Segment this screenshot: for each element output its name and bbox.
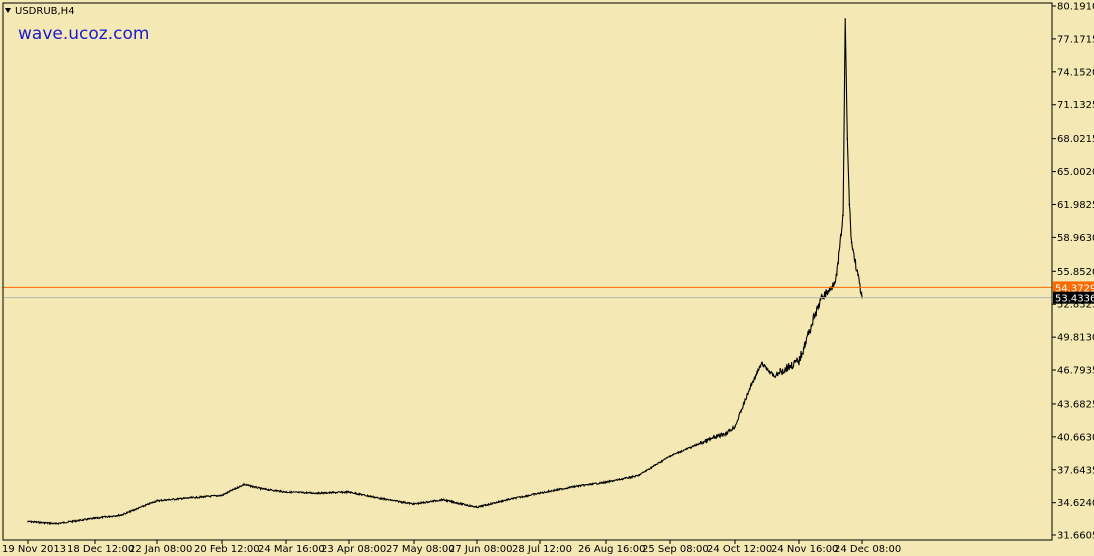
price-point: [773, 375, 775, 378]
x-tick-label: 22 Jan 08:00: [129, 544, 192, 555]
price-point: [848, 203, 851, 206]
ask-price-label: 54.3729: [1055, 283, 1094, 294]
price-point: [844, 18, 846, 20]
price-point: [27, 520, 29, 523]
price-point: [441, 498, 444, 501]
y-tick-label: 37.6435: [1057, 465, 1094, 476]
price-point: [785, 367, 788, 369]
y-tick-label: 46.7935: [1057, 366, 1094, 377]
price-point: [380, 497, 383, 500]
x-tick-label: 19 Nov 2013: [2, 544, 66, 555]
price-point: [798, 360, 800, 363]
price-point: [829, 288, 832, 291]
x-tick-label: 26 Aug 16:00: [578, 544, 645, 555]
price-point: [846, 138, 849, 140]
price-point: [285, 491, 287, 493]
y-tick-label: 68.0215: [1057, 134, 1094, 145]
y-tick-label: 34.6240: [1057, 498, 1094, 509]
price-point: [734, 425, 736, 428]
x-tick-label: 28 Jul 12:00: [512, 544, 572, 555]
x-tick-label: 18 Dec 12:00: [67, 544, 134, 555]
bid-price-label-box: [1053, 291, 1094, 304]
y-axis: 80.1910 77.1715 74.1520 71.1325 68.0215 65.00…: [1052, 2, 1094, 542]
x-tick-label: 27 Jun 08:00: [449, 544, 513, 555]
price-point: [120, 514, 123, 516]
price-point: [573, 485, 575, 488]
y-tick-label: 80.1910: [1057, 2, 1094, 13]
x-tick-label: 24 Mar 16:00: [258, 544, 325, 555]
y-tick-label: 55.8520: [1057, 267, 1094, 278]
x-tick-label: 20 Feb 12:00: [194, 544, 260, 555]
y-tick-label: 71.1325: [1057, 100, 1094, 111]
y-tick-label: 52.8325: [1057, 300, 1094, 311]
price-point: [243, 483, 245, 486]
x-tick-label: 27 May 08:00: [386, 544, 455, 555]
price-point: [812, 317, 815, 320]
watermark: wave.ucoz.com: [18, 24, 149, 44]
price-point: [842, 214, 844, 216]
price-point: [261, 488, 263, 490]
y-tick-label: 49.8130: [1057, 333, 1094, 344]
price-point: [413, 503, 415, 505]
bid-price-label: 53.4336: [1055, 294, 1094, 305]
ask-price-label-box: [1053, 281, 1094, 294]
chart-menu-arrow-icon[interactable]: [5, 8, 11, 13]
x-tick-label: 23 Apr 08:00: [321, 544, 386, 555]
y-tick-label: 58.9630: [1057, 233, 1094, 244]
price-point: [316, 492, 319, 494]
symbol-title: USDRUB,H4: [15, 6, 75, 17]
plot-frame: [2, 2, 1053, 541]
price-point: [476, 506, 478, 509]
price-line: [27, 19, 863, 526]
x-tick-label: 25 Sep 08:00: [642, 544, 709, 555]
price-point: [850, 241, 853, 244]
price-point: [750, 383, 753, 385]
price-point: [605, 481, 607, 484]
x-tick-label: 24 Nov 16:00: [771, 544, 838, 555]
price-point: [702, 441, 705, 443]
x-tick-label: 24 Oct 12:00: [707, 544, 772, 555]
price-series: [27, 18, 863, 526]
price-point: [348, 491, 350, 493]
price-point: [54, 522, 57, 525]
price-point: [669, 455, 671, 457]
price-point: [836, 274, 838, 276]
price-point: [180, 497, 183, 500]
price-point: [506, 498, 509, 501]
x-tick-label: 24 Dec 08:00: [834, 544, 901, 555]
price-point: [725, 432, 727, 435]
y-tick-label: 40.6630: [1057, 432, 1094, 443]
price-point: [221, 494, 223, 497]
y-tick-label: 43.6825: [1057, 399, 1094, 410]
y-tick-label: 74.1520: [1057, 67, 1094, 78]
y-tick-label: 77.1715: [1057, 34, 1094, 45]
price-point: [761, 362, 763, 365]
price-point: [637, 474, 639, 477]
price-point: [539, 492, 541, 494]
price-point: [857, 274, 859, 276]
price-point: [94, 517, 96, 519]
price-point: [156, 500, 158, 502]
